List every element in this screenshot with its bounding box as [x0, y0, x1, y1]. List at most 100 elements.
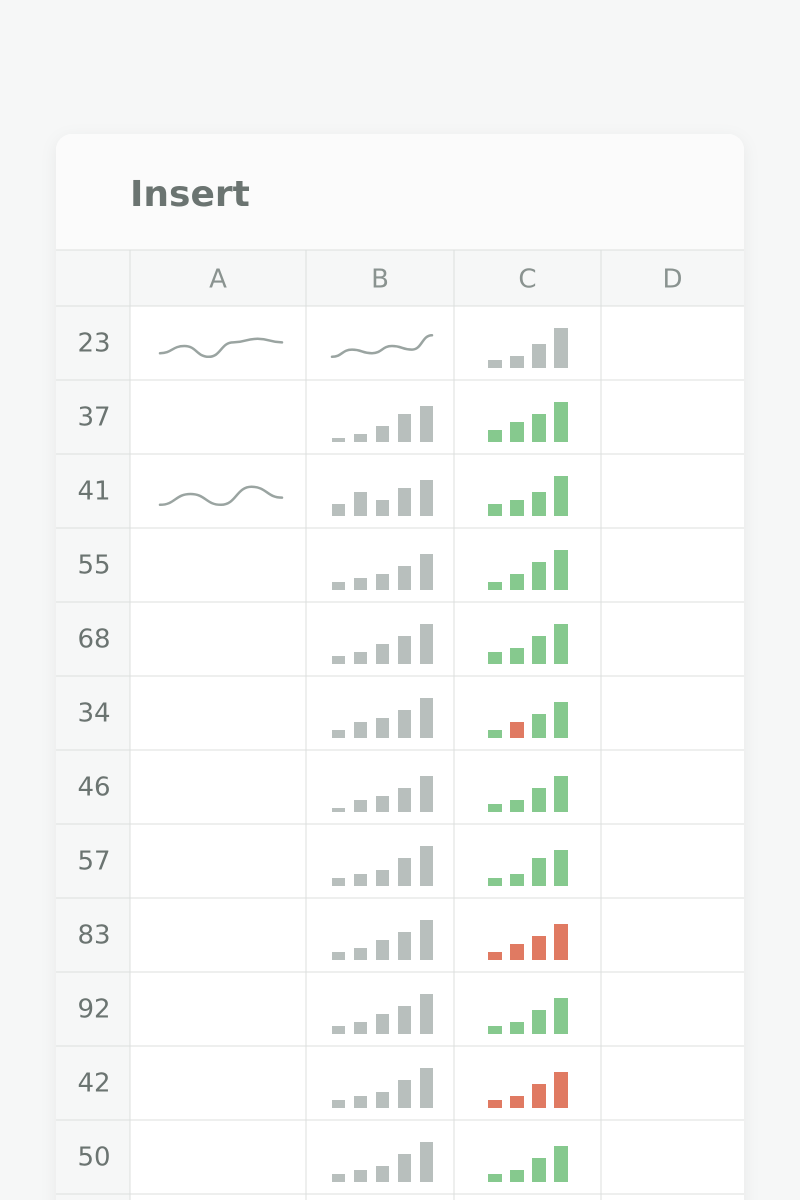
sparkbar	[510, 356, 524, 368]
row-header: 57	[77, 847, 110, 877]
sparkbar	[554, 998, 568, 1034]
sparkbar	[398, 566, 411, 590]
sparkbar	[554, 702, 568, 738]
column-header: A	[209, 265, 227, 295]
sparkbar	[532, 1158, 546, 1182]
row-header: 37	[77, 403, 110, 433]
row-header: 92	[77, 995, 110, 1025]
sparkbar	[354, 800, 367, 812]
sparkbar	[398, 488, 411, 516]
sparkbar	[354, 1096, 367, 1108]
sparkbar	[510, 422, 524, 442]
sparkbar	[354, 578, 367, 590]
sparkbar	[332, 730, 345, 738]
sparkbar	[376, 1014, 389, 1034]
sparkbar	[398, 788, 411, 812]
sparkbar	[420, 846, 433, 886]
sparkbar	[398, 1154, 411, 1182]
row-header: 41	[77, 477, 110, 507]
sparkbar	[398, 858, 411, 886]
sparkbar	[488, 582, 502, 590]
sparkbar	[554, 550, 568, 590]
sparkbar	[332, 438, 345, 442]
menu-title[interactable]: Insert	[130, 174, 250, 215]
sparkbar	[332, 1174, 345, 1182]
sparkbar	[510, 800, 524, 812]
sparkbar	[510, 648, 524, 664]
sparkbar	[420, 554, 433, 590]
sparkbar	[488, 1174, 502, 1182]
sparkbar	[332, 952, 345, 960]
column-header: B	[371, 265, 389, 295]
sparkbar	[376, 1092, 389, 1108]
sparkbar	[554, 328, 568, 368]
sparkbar	[376, 426, 389, 442]
row-header: 23	[77, 329, 110, 359]
sparkbar	[532, 492, 546, 516]
sparkbar	[354, 874, 367, 886]
sparkbar	[420, 1068, 433, 1108]
sparkbar	[354, 434, 367, 442]
sparkbar	[354, 652, 367, 664]
sparkbar	[532, 344, 546, 368]
sparkbar	[488, 652, 502, 664]
sparkbar	[510, 1170, 524, 1182]
row-header: 42	[77, 1069, 110, 1099]
sparkbar	[488, 360, 502, 368]
toolbar	[56, 134, 744, 250]
sparkbar	[398, 1006, 411, 1034]
sparkbar	[376, 1166, 389, 1182]
sparkbar	[332, 656, 345, 664]
sparkbar	[420, 698, 433, 738]
sparkbar	[376, 940, 389, 960]
sparkbar	[554, 1072, 568, 1108]
sparkbar	[332, 504, 345, 516]
sparkbar	[420, 920, 433, 960]
sparkbar	[354, 1022, 367, 1034]
sparkbar	[376, 500, 389, 516]
row-header: 50	[77, 1143, 110, 1173]
sparkbar	[532, 1084, 546, 1108]
sparkbar	[554, 1146, 568, 1182]
sparkbar	[488, 952, 502, 960]
column-header: D	[662, 265, 682, 295]
column-header-row	[56, 250, 744, 306]
sparkbar	[420, 480, 433, 516]
sparkbar	[510, 944, 524, 960]
sparkbar	[488, 878, 502, 886]
sparkbar	[332, 808, 345, 812]
sparkbar	[532, 714, 546, 738]
sparkbar	[488, 730, 502, 738]
row-header: 46	[77, 773, 110, 803]
sparkline	[158, 337, 284, 359]
sparkbar	[488, 504, 502, 516]
sparkbar	[398, 636, 411, 664]
card	[56, 134, 744, 1200]
sparkbar	[354, 492, 367, 516]
sparkline	[158, 485, 284, 507]
sparkbar	[554, 776, 568, 812]
sparkbar	[554, 924, 568, 960]
sparkbar	[532, 788, 546, 812]
sparkbar	[532, 636, 546, 664]
sparkbar	[532, 936, 546, 960]
sparkbar	[354, 1170, 367, 1182]
sparkbar	[510, 500, 524, 516]
sparkbar	[376, 796, 389, 812]
sparkbar	[554, 624, 568, 664]
sparkbar	[554, 850, 568, 886]
sparkbar	[332, 582, 345, 590]
sparkbar	[420, 624, 433, 664]
sparkbar	[332, 878, 345, 886]
sparkbar	[332, 1100, 345, 1108]
sheet: Insert A B C D 23 37 41 55 68 34 46 57 83 92 42 50	[56, 134, 744, 1200]
sparkbar	[510, 1022, 524, 1034]
sparkbar	[532, 858, 546, 886]
sparkbar	[488, 1026, 502, 1034]
sparkbar	[332, 1026, 345, 1034]
sparkbar	[376, 574, 389, 590]
row-header: 55	[77, 551, 110, 581]
sparkbar	[510, 574, 524, 590]
sparkline	[330, 333, 434, 359]
